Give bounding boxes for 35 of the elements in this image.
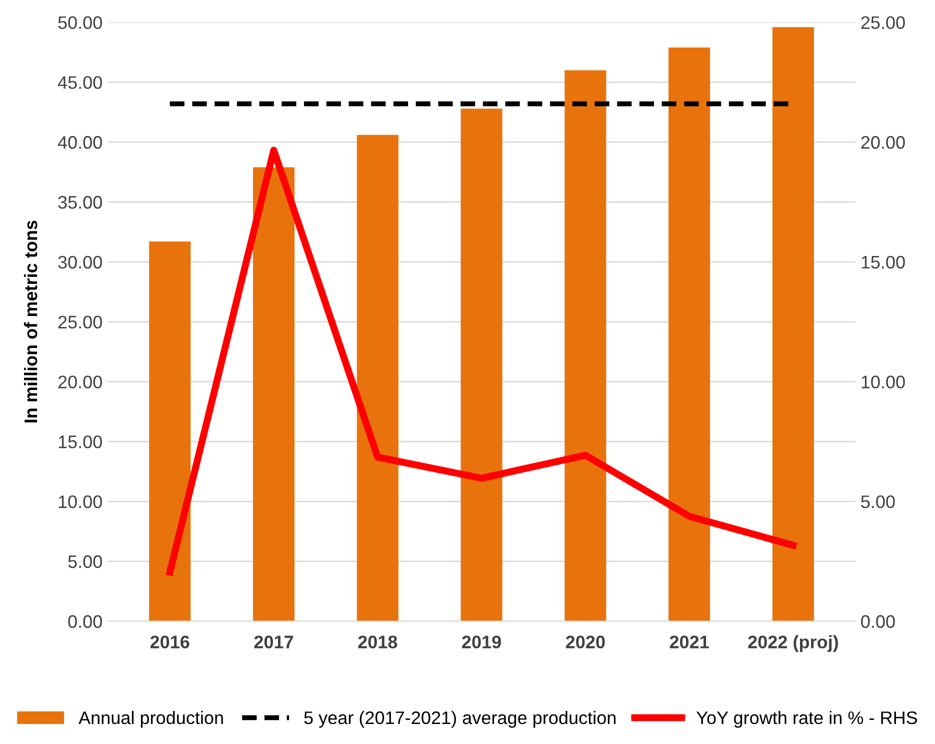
y2-tick-label: 5.00 bbox=[861, 495, 895, 508]
y-tick-label: 40.00 bbox=[58, 136, 102, 149]
y-tick-label: 25.00 bbox=[58, 316, 102, 328]
x-tick-label: 2022 (proj) bbox=[748, 635, 838, 652]
y2-tick-label: 0.00 bbox=[861, 615, 895, 628]
y-axis-title: In million of metric tons bbox=[24, 220, 38, 422]
bar bbox=[772, 27, 814, 622]
y-tick-label: 35.00 bbox=[58, 196, 102, 209]
y2-tick-label: 20.00 bbox=[861, 136, 905, 149]
legend-label: YoY growth rate in % - RHS bbox=[696, 710, 918, 728]
y-tick-label: 50.00 bbox=[58, 16, 102, 30]
y-tick-label: 15.00 bbox=[58, 436, 102, 448]
x-tick-label: 2017 bbox=[254, 636, 294, 648]
y-tick-label: 30.00 bbox=[58, 256, 102, 269]
y-tick-label: 20.00 bbox=[58, 376, 102, 388]
y2-tick-label: 10.00 bbox=[862, 376, 905, 388]
bar bbox=[149, 242, 191, 622]
x-tick-label: 2016 bbox=[150, 636, 190, 648]
y-tick-label: 5.00 bbox=[68, 555, 102, 568]
y2-tick-label: 15.00 bbox=[862, 256, 905, 269]
y-tick-label: 10.00 bbox=[58, 495, 102, 508]
y-tick-label: 0.00 bbox=[68, 615, 102, 628]
x-tick-label: 2021 bbox=[670, 636, 709, 648]
x-tick-label: 2018 bbox=[358, 636, 398, 648]
x-tick-label: 2019 bbox=[462, 636, 501, 648]
y2-tick-label: 25.00 bbox=[861, 16, 905, 30]
x-tick-label: 2020 bbox=[566, 636, 605, 648]
bar bbox=[356, 134, 398, 622]
bar bbox=[564, 70, 606, 622]
legend-label: 5 year (2017-2021) average production bbox=[304, 710, 616, 728]
bar bbox=[252, 167, 295, 622]
legend-label: Annual production bbox=[78, 710, 223, 728]
bar bbox=[460, 108, 502, 622]
y-tick-label: 45.00 bbox=[58, 76, 102, 89]
bar bbox=[668, 47, 710, 622]
